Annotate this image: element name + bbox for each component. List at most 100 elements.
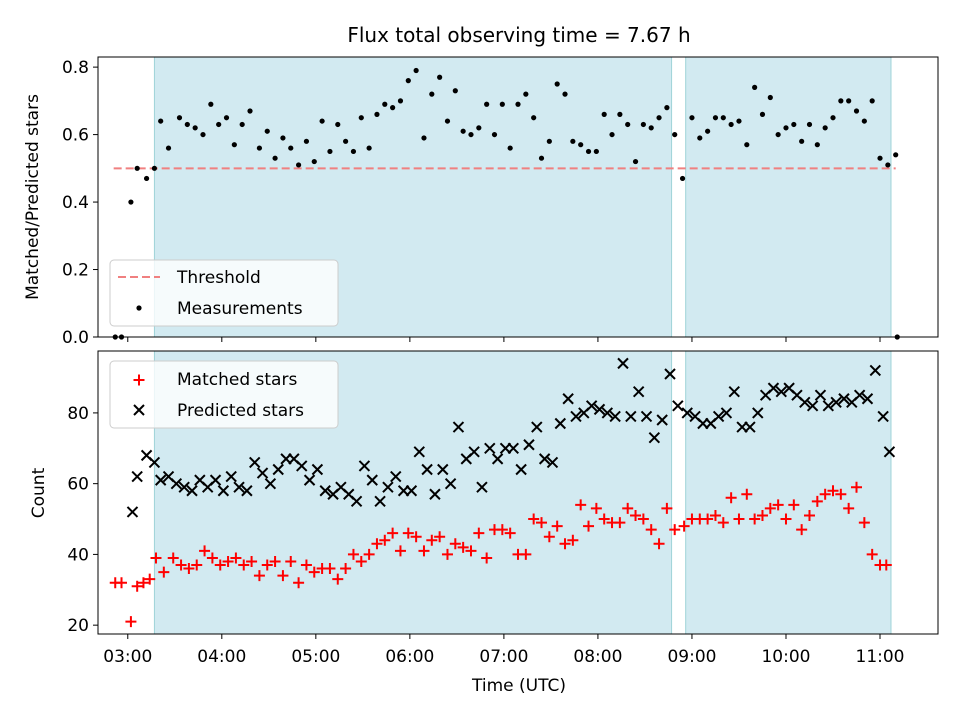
measurement-point	[460, 128, 466, 134]
x-ticks-top	[127, 337, 881, 342]
measurement-point	[656, 115, 662, 121]
measurement-point	[799, 138, 805, 144]
predicted-star-point	[562, 393, 574, 405]
matched-star-point	[780, 513, 792, 525]
legend-label-threshold: Threshold	[176, 268, 261, 288]
predicted-star-point	[585, 400, 598, 412]
predicted-star-point	[233, 481, 245, 493]
measurement-point	[689, 115, 695, 121]
matched-star-point	[222, 555, 234, 567]
predicted-star-point	[241, 485, 253, 497]
predicted-star-point	[350, 495, 363, 508]
predicted-star-point	[681, 407, 693, 419]
matched-star-point	[528, 513, 540, 525]
predicted-star-point	[382, 481, 394, 493]
measurement-point	[885, 162, 891, 168]
predicted-star-point	[546, 456, 559, 469]
panel-ratio: 0.00.20.40.60.8 Matched/Predicted stars …	[23, 56, 939, 348]
matched-star-point	[131, 580, 143, 592]
measurement-point	[648, 125, 654, 131]
y-tick-label: 0.0	[62, 328, 89, 348]
measurement-point	[390, 105, 396, 111]
measurement-point	[640, 121, 646, 128]
matched-star-point	[167, 552, 179, 564]
matched-star-point	[598, 513, 610, 525]
predicted-star-point	[515, 463, 527, 476]
matched-star-point	[324, 563, 336, 575]
matched-star-point	[796, 524, 808, 536]
measurement-point	[697, 135, 703, 141]
matched-star-point	[858, 517, 870, 529]
matched-star-point	[756, 509, 768, 521]
observing-window	[685, 56, 892, 338]
matched-star-point	[764, 502, 776, 514]
measurement-point	[366, 145, 372, 151]
measurement-point	[546, 138, 552, 144]
y-axis-label-top: Matched/Predicted stars	[23, 94, 43, 300]
matched-star-point	[253, 570, 265, 582]
matched-star-point	[300, 559, 312, 571]
x-tick-label: 05:00	[291, 647, 340, 667]
matched-star-point	[678, 520, 690, 532]
measurement-point	[861, 118, 867, 124]
measurement-point	[679, 175, 686, 182]
chart-title: Flux total observing time = 7.67 h	[347, 23, 690, 47]
matched-star-point	[340, 563, 352, 575]
matched-star-point	[363, 548, 375, 560]
matched-star-point	[575, 499, 587, 511]
measurement-point	[128, 199, 134, 205]
matched-star-point	[277, 570, 289, 582]
matched-star-point	[394, 545, 406, 557]
matched-star-point	[150, 552, 162, 564]
measurement-point	[759, 111, 766, 117]
measurement-point	[609, 131, 615, 138]
predicted-star-point	[209, 474, 222, 486]
predicted-star-point	[390, 470, 402, 483]
predicted-star-point	[640, 410, 653, 423]
measurement-point	[791, 121, 797, 128]
y-tick-label: 40	[67, 545, 89, 565]
measurement-point	[134, 165, 140, 171]
matched-star-point	[559, 538, 571, 550]
measurement-point	[562, 91, 568, 97]
measurement-point	[413, 67, 419, 74]
predicted-star-point	[838, 393, 850, 405]
measurement-point	[303, 138, 310, 144]
predicted-star-point	[358, 460, 371, 472]
matched-star-point	[285, 555, 297, 567]
matched-star-point	[308, 566, 320, 578]
matched-star-point	[630, 509, 642, 521]
measurement-point	[288, 145, 294, 151]
matched-star-point	[144, 573, 156, 585]
measurement-point	[491, 131, 498, 138]
matched-star-point	[332, 573, 344, 585]
matched-star-point	[449, 538, 461, 550]
predicted-star-point	[648, 431, 661, 444]
matched-star-point	[583, 520, 595, 532]
measurement-point	[350, 148, 357, 155]
x-tick-label: 11:00	[856, 647, 905, 667]
matched-star-point	[137, 577, 149, 589]
y-tick-label: 60	[67, 475, 89, 495]
matched-star-point	[379, 534, 391, 546]
predicted-star-point	[752, 407, 764, 419]
predicted-star-point	[664, 368, 676, 380]
x-tick-label: 06:00	[385, 647, 434, 667]
predicted-star-point	[570, 410, 582, 423]
predicted-star-point	[744, 421, 756, 433]
matched-star-point	[434, 531, 446, 543]
measurement-point	[705, 128, 711, 134]
measurement-point	[264, 128, 270, 134]
measurement-point	[216, 121, 222, 128]
matched-star-point	[590, 502, 602, 514]
matched-star-point	[637, 513, 649, 525]
measurement-point	[476, 125, 482, 131]
measurement-point	[585, 148, 592, 155]
measurement-point	[151, 165, 158, 171]
measurement-point	[538, 155, 545, 161]
matched-star-point	[441, 548, 453, 560]
legend-label-predicted: Predicted stars	[177, 401, 304, 421]
predicted-star-point	[799, 396, 811, 409]
